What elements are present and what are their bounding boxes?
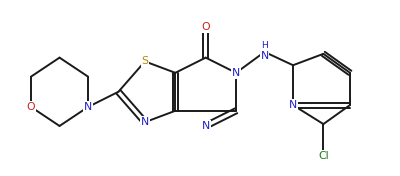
Text: N: N (84, 102, 92, 112)
Text: S: S (142, 56, 148, 66)
Text: N: N (289, 100, 297, 110)
Text: N: N (202, 121, 210, 131)
Text: O: O (201, 22, 210, 32)
Text: N: N (141, 117, 149, 127)
Text: H: H (261, 41, 268, 50)
Text: N: N (232, 68, 240, 78)
Text: O: O (27, 102, 35, 112)
Text: Cl: Cl (318, 151, 329, 161)
Text: N: N (260, 51, 269, 61)
